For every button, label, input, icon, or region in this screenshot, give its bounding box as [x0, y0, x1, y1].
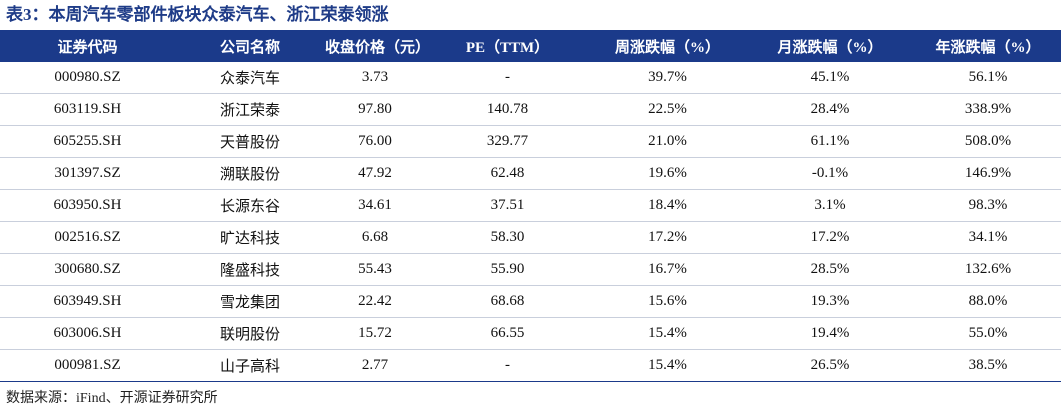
header-cell: PE（TTM）	[425, 30, 590, 62]
table-cell: 76.00	[325, 125, 425, 158]
table-cell: 508.0%	[915, 125, 1061, 158]
table-cell: 55.90	[425, 253, 590, 286]
table-cell: 26.5%	[745, 349, 915, 382]
table-cell: 55.43	[325, 253, 425, 286]
table-cell: 2.77	[325, 349, 425, 382]
table-cell: 000981.SZ	[0, 349, 175, 382]
table-cell: 18.4%	[590, 189, 745, 222]
table-cell: 6.68	[325, 221, 425, 254]
table-cell: 97.80	[325, 93, 425, 126]
header-cell: 周涨跌幅（%）	[590, 30, 745, 62]
table-cell: 15.4%	[590, 349, 745, 382]
table-cell: 19.3%	[745, 285, 915, 318]
table-cell: 3.1%	[745, 189, 915, 222]
table-title: 表3：本周汽车零部件板块众泰汽车、浙江荣泰领涨	[6, 5, 389, 24]
table-cell: 140.78	[425, 93, 590, 126]
table-cell: 联明股份	[175, 317, 325, 350]
table-cell: 39.7%	[590, 62, 745, 94]
header-cell: 月涨跌幅（%）	[745, 30, 915, 62]
table-cell: 山子高科	[175, 349, 325, 382]
table-body: 000980.SZ 众泰汽车 3.73-39.7% 45.1% 56.1% 603119.…	[0, 62, 1061, 382]
table-cell: 45.1%	[745, 62, 915, 94]
table-row: 002516.SZ 旷达科技 6.68 58.30 17.2% 17.2% 34.1%	[0, 221, 1061, 254]
table-cell: 603949.SH	[0, 285, 175, 318]
table-cell: 15.4%	[590, 317, 745, 350]
table-cell: 62.48	[425, 157, 590, 190]
table-cell: 68.68	[425, 285, 590, 318]
table-cell: 17.2%	[590, 221, 745, 254]
table-cell: 15.72	[325, 317, 425, 350]
table-cell: 603006.SH	[0, 317, 175, 350]
table-cell: 37.51	[425, 189, 590, 222]
table-row: 605255.SH 天普股份 76.00 329.77 21.0% 61.1% 508.0%	[0, 125, 1061, 158]
table-cell: 605255.SH	[0, 125, 175, 158]
header-cell: 证券代码	[0, 30, 175, 62]
table-cell: 146.9%	[915, 157, 1061, 190]
table-cell: 16.7%	[590, 253, 745, 286]
table-cell: 301397.SZ	[0, 157, 175, 190]
header-cell: 收盘价格（元）	[325, 30, 430, 62]
table-cell: -	[425, 349, 590, 382]
table-cell: 雪龙集团	[175, 285, 325, 318]
table-cell: 002516.SZ	[0, 221, 175, 254]
header-row: 证券代码 公司名称 收盘价格（元） PE（TTM） 周涨跌幅（%） 月涨跌幅（%） 年涨跌幅…	[0, 30, 1061, 62]
table-row: 000980.SZ 众泰汽车 3.73-39.7% 45.1% 56.1%	[0, 62, 1061, 94]
table-cell: 21.0%	[590, 125, 745, 158]
table-cell: 132.6%	[915, 253, 1061, 286]
table-cell: 28.4%	[745, 93, 915, 126]
table-cell: 38.5%	[915, 349, 1061, 382]
table-cell: 28.5%	[745, 253, 915, 286]
table-row: 300680.SZ 隆盛科技 55.43 55.90 16.7% 28.5% 132.6%	[0, 253, 1061, 286]
table-cell: 长源东谷	[175, 189, 325, 222]
table-cell: 300680.SZ	[0, 253, 175, 286]
table-cell: 603950.SH	[0, 189, 175, 222]
table-cell: 98.3%	[915, 189, 1061, 222]
table-cell: 19.6%	[590, 157, 745, 190]
table-cell: 19.4%	[745, 317, 915, 350]
table-cell: 55.0%	[915, 317, 1061, 350]
table-cell: 隆盛科技	[175, 253, 325, 286]
data-table: 证券代码 公司名称 收盘价格（元） PE（TTM） 周涨跌幅（%） 月涨跌幅（%） 年涨跌幅…	[0, 30, 1061, 382]
table-cell: 88.0%	[915, 285, 1061, 318]
table-cell: 34.1%	[915, 221, 1061, 254]
table-cell: 47.92	[325, 157, 425, 190]
table-cell: 17.2%	[745, 221, 915, 254]
table-cell: 329.77	[425, 125, 590, 158]
header-cell: 公司名称	[175, 30, 325, 62]
table-cell: 溯联股份	[175, 157, 325, 190]
table-cell: 22.5%	[590, 93, 745, 126]
source-note: 数据来源：iFind、开源证券研究所	[6, 391, 218, 406]
table-cell: 66.55	[425, 317, 590, 350]
table-row: 603006.SH 联明股份 15.72 66.55 15.4% 19.4% 55.0%	[0, 317, 1061, 350]
table-row: 603949.SH 雪龙集团 22.42 68.68 15.6% 19.3% 88.0%	[0, 285, 1061, 318]
table-cell: -0.1%	[745, 157, 915, 190]
table-cell: 旷达科技	[175, 221, 325, 254]
table-cell: 58.30	[425, 221, 590, 254]
header-cell: 年涨跌幅（%）	[915, 30, 1061, 62]
table-cell: 56.1%	[915, 62, 1061, 94]
table-cell: 15.6%	[590, 285, 745, 318]
table-row: 603950.SH 长源东谷 34.61 37.51 18.4% 3.1% 98.3%	[0, 189, 1061, 222]
table-cell: -	[425, 62, 590, 94]
table-row: 603119.SH 浙江荣泰 97.80 140.78 22.5% 28.4% 338.9%	[0, 93, 1061, 126]
table-cell: 众泰汽车	[175, 62, 325, 94]
table-cell: 34.61	[325, 189, 425, 222]
table-cell: 浙江荣泰	[175, 93, 325, 126]
table-cell: 000980.SZ	[0, 62, 175, 94]
table-cell: 61.1%	[745, 125, 915, 158]
table-row: 000981.SZ 山子高科 2.77-15.4% 26.5% 38.5%	[0, 349, 1061, 382]
table-row: 301397.SZ 溯联股份 47.92 62.48 19.6% -0.1% 146.9%	[0, 157, 1061, 190]
table-cell: 22.42	[325, 285, 425, 318]
table-cell: 338.9%	[915, 93, 1061, 126]
table-cell: 天普股份	[175, 125, 325, 158]
table-cell: 603119.SH	[0, 93, 175, 126]
table-cell: 3.73	[325, 62, 425, 94]
